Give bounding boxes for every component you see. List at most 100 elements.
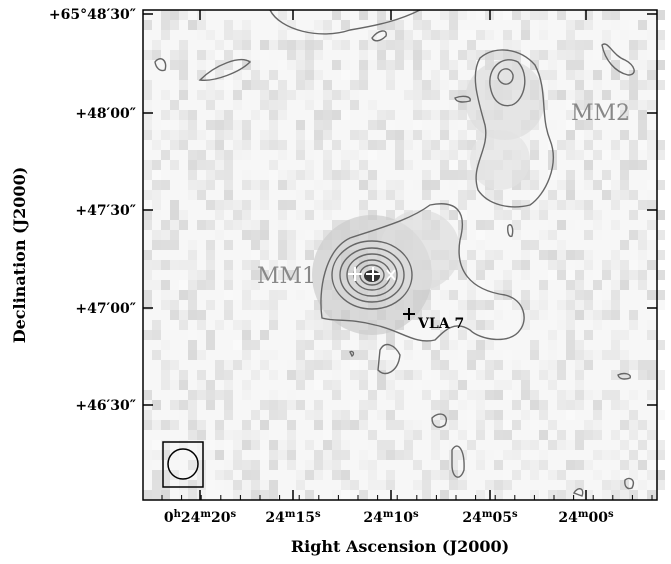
pixel — [386, 60, 395, 70]
pixel — [611, 290, 620, 300]
pixel — [188, 390, 197, 400]
pixel — [359, 10, 368, 20]
pixel — [467, 390, 476, 400]
pixel — [287, 400, 296, 410]
pixel — [206, 240, 215, 250]
pixel — [251, 440, 260, 450]
pixel — [152, 140, 161, 150]
pixel — [287, 390, 296, 400]
pixel — [611, 280, 620, 290]
pixel — [584, 390, 593, 400]
pixel — [179, 10, 188, 20]
pixel — [620, 330, 629, 340]
pixel — [503, 210, 512, 220]
pixel — [386, 130, 395, 140]
pixel — [629, 50, 638, 60]
pixel — [332, 170, 341, 180]
pixel — [413, 50, 422, 60]
pixel — [386, 410, 395, 420]
pixel — [449, 10, 458, 20]
pixel — [287, 230, 296, 240]
pixel — [611, 200, 620, 210]
pixel — [566, 410, 575, 420]
pixel — [629, 130, 638, 140]
pixel — [233, 450, 242, 460]
pixel — [638, 200, 647, 210]
pixel — [224, 410, 233, 420]
pixel — [575, 380, 584, 390]
mm2-label: MM2 — [571, 101, 630, 126]
pixel — [503, 270, 512, 280]
pixel — [152, 220, 161, 230]
pixel — [152, 210, 161, 220]
pixel — [260, 220, 269, 230]
pixel — [377, 190, 386, 200]
pixel — [566, 350, 575, 360]
pixel — [305, 240, 314, 250]
pixel — [161, 220, 170, 230]
pixel — [647, 430, 656, 440]
pixel — [197, 470, 206, 480]
pixel — [503, 450, 512, 460]
pixel — [548, 270, 557, 280]
pixel — [386, 180, 395, 190]
pixel — [395, 390, 404, 400]
pixel — [242, 360, 251, 370]
pixel — [161, 230, 170, 240]
pixel — [629, 320, 638, 330]
pixel — [314, 120, 323, 130]
pixel — [494, 210, 503, 220]
pixel — [575, 20, 584, 30]
pixel — [476, 340, 485, 350]
pixel — [593, 290, 602, 300]
pixel — [548, 340, 557, 350]
pixel — [413, 70, 422, 80]
pixel — [539, 360, 548, 370]
pixel — [395, 30, 404, 40]
pixel — [548, 370, 557, 380]
pixel — [566, 320, 575, 330]
pixel — [566, 290, 575, 300]
pixel — [206, 120, 215, 130]
pixel — [530, 340, 539, 350]
pixel — [467, 40, 476, 50]
pixel — [557, 400, 566, 410]
pixel — [143, 120, 152, 130]
pixel — [224, 260, 233, 270]
pixel — [305, 440, 314, 450]
pixel — [566, 340, 575, 350]
pixel — [638, 270, 647, 280]
pixel — [269, 70, 278, 80]
pixel — [494, 430, 503, 440]
pixel — [629, 100, 638, 110]
x-tick-label-part: 15 — [295, 510, 314, 526]
pixel — [188, 430, 197, 440]
pixel — [260, 400, 269, 410]
pixel — [188, 310, 197, 320]
pixel — [341, 70, 350, 80]
pixel — [296, 40, 305, 50]
pixel — [206, 90, 215, 100]
pixel — [161, 360, 170, 370]
pixel — [386, 480, 395, 490]
pixel — [647, 370, 656, 380]
pixel — [647, 220, 656, 230]
pixel — [323, 160, 332, 170]
pixel — [152, 170, 161, 180]
pixel — [305, 170, 314, 180]
pixel — [629, 260, 638, 270]
pixel — [395, 40, 404, 50]
pixel — [179, 490, 188, 500]
pixel — [179, 280, 188, 290]
pixel — [224, 120, 233, 130]
pixel — [593, 80, 602, 90]
pixel — [206, 440, 215, 450]
pixel — [584, 40, 593, 50]
y-tick-label: +46′30″ — [75, 398, 136, 414]
pixel — [467, 410, 476, 420]
pixel — [548, 80, 557, 90]
pixel — [521, 30, 530, 40]
pixel — [314, 110, 323, 120]
pixel — [557, 90, 566, 100]
x-tick-label-part: 24 — [462, 510, 482, 526]
